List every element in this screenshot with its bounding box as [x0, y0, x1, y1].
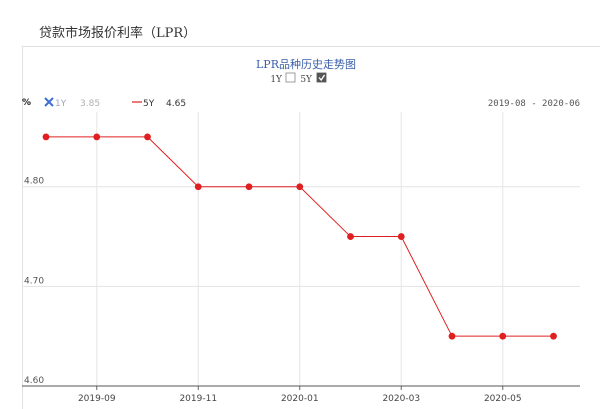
data-point[interactable] — [499, 332, 507, 340]
y-tick-label: 4.70 — [24, 276, 44, 286]
x-tick-label: 2020-05 — [484, 394, 522, 404]
data-point[interactable] — [550, 332, 557, 340]
data-point[interactable] — [448, 332, 456, 340]
y-unit: % — [22, 98, 31, 108]
legend-1y-value: 3.85 — [80, 99, 100, 109]
data-point[interactable] — [347, 233, 354, 240]
legend-1y[interactable]: 1Y 3.85 — [44, 97, 100, 109]
data-point[interactable] — [93, 133, 101, 141]
x-mark-icon — [44, 97, 54, 107]
legend-5y[interactable]: 5Y 4.65 — [132, 99, 186, 109]
toggle-1y-label: 1Y — [270, 75, 283, 85]
x-tick-label: 2020-01 — [281, 394, 319, 404]
legend-5y-value: 4.65 — [166, 99, 186, 109]
toggle-5y-label: 5Y — [300, 75, 313, 85]
legend-1y-name: 1Y — [55, 99, 67, 109]
x-tick-label: 2020-03 — [382, 394, 420, 404]
x-tick-label: 2019-09 — [78, 394, 116, 404]
data-point[interactable] — [194, 183, 202, 191]
chart-title: LPR品种历史走势图 — [256, 57, 356, 71]
toggle-5y-checkbox[interactable] — [316, 72, 327, 83]
y-tick-label: 4.80 — [24, 177, 44, 187]
chart-panel — [22, 46, 600, 409]
page-title: 贷款市场报价利率（LPR） — [39, 26, 197, 41]
data-point[interactable] — [144, 133, 151, 141]
legend-5y-name: 5Y — [143, 99, 155, 109]
y-tick-label: 4.60 — [24, 376, 44, 386]
data-point[interactable] — [397, 233, 405, 240]
toggle-1y-checkbox[interactable] — [285, 72, 296, 83]
data-point[interactable] — [296, 183, 304, 191]
data-point[interactable] — [245, 183, 253, 191]
date-range: 2019-08 - 2020-06 — [488, 99, 580, 109]
data-point[interactable] — [42, 133, 50, 141]
check-icon — [318, 74, 326, 82]
x-tick-label: 2019-11 — [179, 394, 217, 404]
